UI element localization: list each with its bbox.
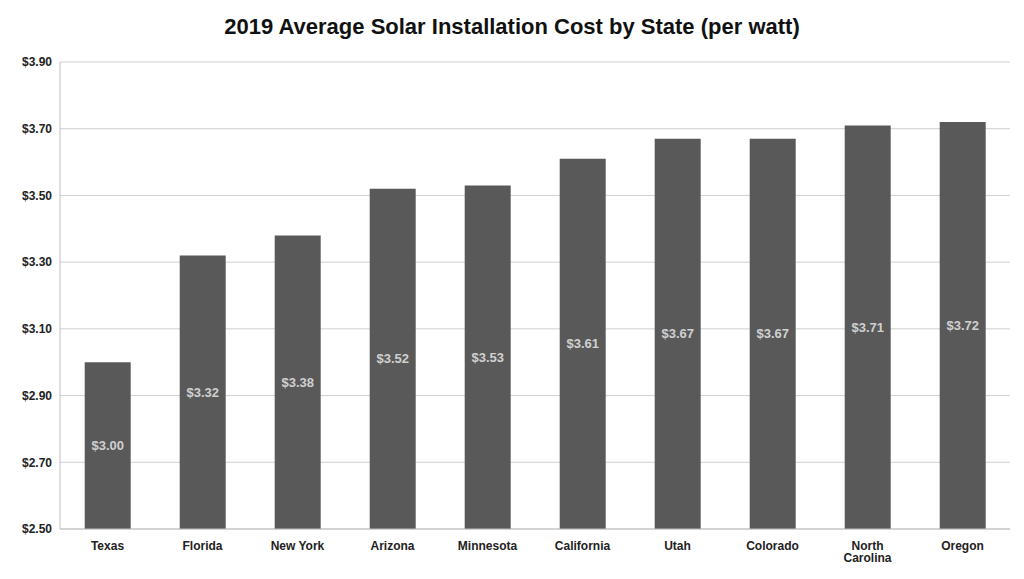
svg-text:$3.72: $3.72 — [946, 318, 979, 333]
svg-text:$3.61: $3.61 — [566, 336, 599, 351]
svg-text:$3.00: $3.00 — [91, 438, 124, 453]
svg-text:$3.10: $3.10 — [22, 322, 52, 336]
svg-text:$2.90: $2.90 — [22, 389, 52, 403]
svg-text:Arizona: Arizona — [370, 539, 414, 553]
html-text:2019 Average Solar Installatio: 2019 Average Solar Installation Cost by … — [224, 14, 800, 39]
svg-text:$3.38: $3.38 — [281, 375, 314, 390]
svg-text:$3.32: $3.32 — [186, 385, 219, 400]
svg-text:Florida: Florida — [182, 539, 222, 553]
svg-text:$3.30: $3.30 — [22, 255, 52, 269]
svg-text:$3.70: $3.70 — [22, 122, 52, 136]
svg-text:$3.52: $3.52 — [376, 351, 409, 366]
svg-text:New York: New York — [271, 539, 325, 553]
svg-text:NorthCarolina: NorthCarolina — [843, 539, 891, 565]
svg-text:$3.67: $3.67 — [661, 326, 694, 341]
svg-text:$3.53: $3.53 — [471, 350, 504, 365]
svg-text:$2.70: $2.70 — [22, 456, 52, 470]
svg-text:$3.71: $3.71 — [851, 320, 884, 335]
svg-text:$3.90: $3.90 — [22, 55, 52, 69]
svg-text:Utah: Utah — [664, 539, 691, 553]
svg-text:Texas: Texas — [91, 539, 124, 553]
svg-text:Colorado: Colorado — [746, 539, 799, 553]
svg-text:$3.67: $3.67 — [756, 326, 789, 341]
svg-text:$2.50: $2.50 — [22, 522, 52, 536]
svg-text:$3.50: $3.50 — [22, 189, 52, 203]
svg-text:Oregon: Oregon — [941, 539, 984, 553]
svg-text:California: California — [555, 539, 611, 553]
svg-text:Minnesota: Minnesota — [458, 539, 518, 553]
